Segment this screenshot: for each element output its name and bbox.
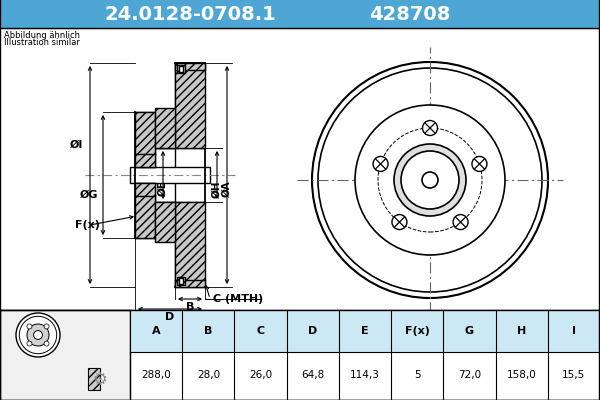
Bar [135,112,155,155]
Text: E: E [361,326,369,336]
Text: 64,8: 64,8 [301,370,325,380]
Circle shape [472,156,487,172]
Text: G: G [465,326,474,336]
Text: 114,3: 114,3 [350,370,380,380]
Bar [0,310,130,400]
Text: 72,0: 72,0 [458,370,481,380]
Text: 15,5: 15,5 [562,370,586,380]
Text: ⚙: ⚙ [92,371,107,389]
Text: ØH: ØH [212,180,222,198]
Bar [135,183,155,196]
Text: 428708: 428708 [370,4,451,24]
Circle shape [44,341,49,346]
Bar [0,310,600,400]
Text: H: H [517,326,526,336]
Text: D: D [166,312,175,322]
Bar [155,108,175,148]
Circle shape [16,313,60,357]
Text: A: A [152,326,160,336]
Bar [175,63,205,70]
Circle shape [422,172,438,188]
Circle shape [373,156,388,172]
Text: 24.0128-0708.1: 24.0128-0708.1 [104,4,276,24]
Circle shape [34,330,43,339]
Circle shape [453,214,468,230]
Text: 288,0: 288,0 [141,370,171,380]
Bar [179,278,183,284]
Circle shape [27,324,49,346]
Bar [177,65,185,73]
Circle shape [394,144,466,216]
Circle shape [27,324,32,329]
Text: F(x): F(x) [75,220,100,230]
Text: Illustration similar: Illustration similar [4,38,80,47]
Text: 5: 5 [414,370,421,380]
Text: B: B [186,302,194,312]
Bar [88,368,100,390]
Text: ØE: ØE [158,180,168,196]
Bar [130,167,210,183]
Circle shape [392,214,407,230]
Text: C (MTH): C (MTH) [213,294,263,304]
Bar [0,28,600,310]
Bar [175,280,205,287]
Circle shape [44,324,49,329]
Circle shape [19,316,57,354]
Bar [130,310,600,352]
Bar [175,202,205,287]
Text: Abbildung ähnlich: Abbildung ähnlich [4,31,80,40]
Text: ØG: ØG [80,190,98,200]
Text: 158,0: 158,0 [507,370,536,380]
Bar [135,154,155,167]
Circle shape [355,105,505,255]
Bar [135,195,155,238]
Text: F(x): F(x) [405,326,430,336]
Bar [177,277,185,285]
Circle shape [27,341,32,346]
Text: C: C [256,326,265,336]
Bar [0,0,600,28]
Circle shape [318,68,542,292]
Text: 26,0: 26,0 [249,370,272,380]
Text: ØA: ØA [222,180,232,197]
Bar [155,148,175,202]
Circle shape [312,62,548,298]
Text: B: B [204,326,212,336]
Bar [175,63,205,148]
Bar [179,66,183,72]
Text: I: I [572,326,576,336]
Text: ØI: ØI [70,140,83,150]
Text: D: D [308,326,317,336]
Circle shape [422,120,437,136]
Bar [155,202,175,242]
Text: 28,0: 28,0 [197,370,220,380]
Circle shape [401,151,459,209]
